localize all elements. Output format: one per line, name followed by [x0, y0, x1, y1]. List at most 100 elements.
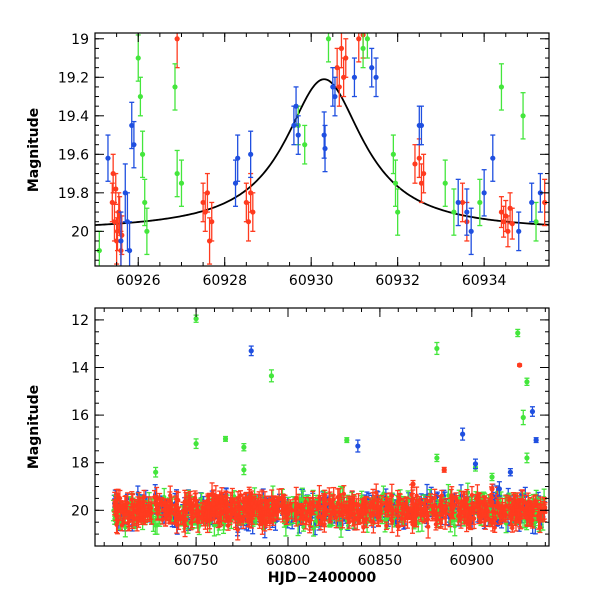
top-red-point — [245, 219, 252, 225]
top-green-point — [360, 45, 366, 52]
top-blue-point — [332, 93, 338, 100]
top-green-point — [135, 55, 141, 61]
top-green-point — [178, 180, 185, 186]
top-red-point — [505, 228, 511, 234]
top-blue-point — [418, 122, 425, 129]
top-x-tick-label: 60930 — [289, 273, 334, 289]
bottom-cloud-red-point — [355, 517, 360, 522]
bottom-cloud-green-point — [314, 518, 319, 524]
top-blue-point — [126, 247, 133, 254]
bottom-panel-data — [110, 314, 548, 541]
top-blue-point — [468, 228, 474, 234]
bottom-plot-area — [110, 314, 548, 541]
top-green-point — [390, 151, 396, 157]
top-green-point — [533, 219, 539, 225]
top-y-tick-label: 19.4 — [58, 109, 89, 125]
top-red-point — [338, 45, 345, 52]
top-x-tick-label: 60934 — [462, 273, 507, 289]
top-green-point — [520, 113, 526, 119]
top-red-point — [336, 84, 342, 90]
bottom-cloud-red-point — [522, 511, 527, 517]
top-red-point — [174, 36, 180, 42]
bottom-cloud-red-point — [331, 503, 336, 508]
top-red-point — [343, 55, 349, 61]
top-plot-area — [95, 33, 549, 266]
top-y-tick-label: 19.2 — [58, 70, 89, 86]
top-red-point — [209, 219, 215, 225]
top-green-point — [325, 36, 332, 42]
top-green-point — [142, 199, 148, 206]
top-x-tick-label: 60926 — [116, 273, 161, 289]
top-green-point — [172, 84, 178, 90]
top-panel: 60926 60928 60930 60932 60934 19 19.2 19.4 19.6 1… — [26, 32, 550, 289]
top-y-tick-label: 19.6 — [58, 147, 89, 163]
bottom-cloud-red-point — [292, 508, 298, 513]
top-red-point — [501, 219, 507, 225]
bottom-cloud-green-point — [295, 521, 301, 527]
top-red-point — [421, 170, 427, 177]
top-green-point — [442, 180, 448, 186]
top-blue-point — [129, 122, 135, 129]
top-green-point — [477, 199, 483, 206]
top-blue-point — [293, 103, 299, 109]
top-panel-frame — [94, 32, 550, 267]
top-panel-axes: 60926 60928 60930 60932 60934 19 19.2 19.4 19.6 1… — [58, 32, 550, 289]
top-y-tick-label: 19.8 — [58, 186, 89, 202]
top-green-point — [137, 93, 143, 100]
top-red-point — [418, 180, 425, 186]
top-red-point — [356, 36, 362, 42]
bottom-cloud-red-point — [280, 510, 285, 516]
top-blue-point — [481, 190, 487, 196]
top-red-point — [416, 155, 422, 161]
top-blue-point — [330, 84, 336, 90]
top-blue-point — [295, 132, 301, 138]
top-blue-point — [516, 228, 522, 234]
top-green-point — [498, 84, 505, 90]
top-red-point — [119, 232, 125, 238]
top-green-point — [451, 209, 457, 215]
top-green-point — [139, 151, 146, 157]
top-blue-point — [118, 238, 124, 244]
top-blue-point — [248, 151, 254, 157]
top-red-point — [114, 228, 121, 234]
top-model-curve — [95, 78, 549, 226]
top-red-point — [542, 199, 548, 206]
top-x-tick-label: 60928 — [202, 273, 247, 289]
top-blue-point — [464, 209, 470, 215]
top-blue-point — [373, 74, 379, 80]
top-green-point — [144, 228, 150, 234]
top-green-point — [364, 36, 370, 42]
top-blue-point — [105, 155, 111, 161]
top-blue-point — [351, 74, 358, 80]
bottom-cloud-red-point — [389, 493, 395, 499]
top-blue-point — [455, 199, 461, 206]
top-blue-point — [490, 155, 496, 161]
top-green-point — [174, 170, 180, 177]
top-green-point — [395, 209, 401, 215]
bottom-cloud-red-point — [225, 523, 231, 528]
top-red-point — [113, 186, 119, 192]
top-green-point — [392, 180, 399, 186]
top-panel-data — [95, 33, 549, 266]
bottom-cloud-red-point — [301, 507, 306, 513]
top-red-point — [412, 161, 418, 167]
bottom-cloud-red-point — [520, 497, 525, 503]
top-red-point — [509, 221, 515, 227]
top-blue-point — [321, 132, 327, 138]
top-blue-point — [369, 65, 375, 71]
top-blue-point — [235, 155, 241, 161]
top-x-tick-label: 60932 — [375, 273, 420, 289]
bottom-cloud-red-point — [524, 515, 530, 520]
top-y-axis-label: Magnitude — [26, 108, 42, 192]
top-red-point — [200, 199, 206, 206]
top-blue-point — [322, 145, 328, 152]
top-y-tick-label: 19 — [71, 32, 89, 48]
top-y-tick-label: 20 — [71, 224, 89, 240]
top-green-point — [96, 247, 102, 254]
top-blue-point — [529, 199, 535, 206]
top-green-point — [302, 142, 308, 148]
top-red-point — [250, 209, 256, 215]
top-blue-point — [131, 142, 137, 148]
